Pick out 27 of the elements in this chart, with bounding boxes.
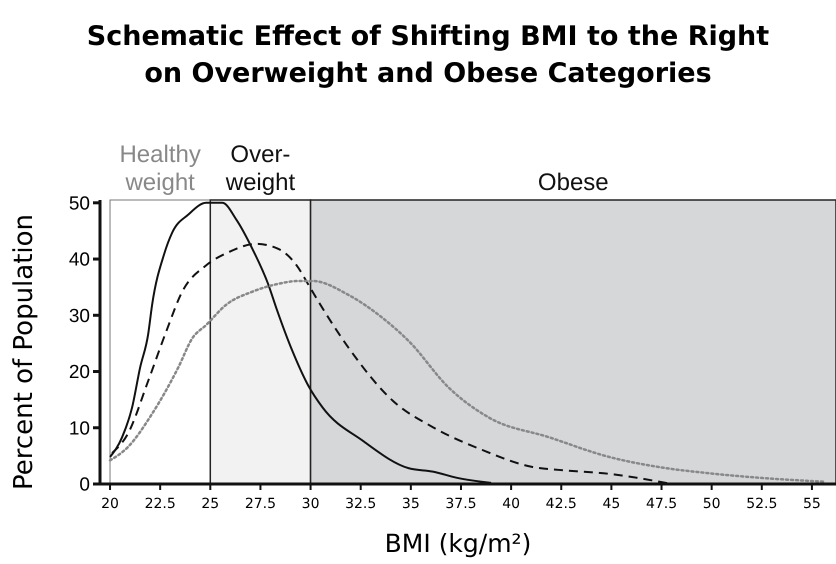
y-axis-title: Percent of Population [9,214,39,490]
y-tick-label: 50 [68,193,90,214]
y-tick-label: 40 [68,250,90,271]
x-tick-label: 32.5 [345,496,376,512]
band-label: Healthy weight [119,141,201,196]
band-label: Obese [538,169,609,196]
y-tick-label: 30 [68,306,90,327]
x-tick-label: 30 [302,496,320,512]
x-axis-title: BMI (kg/m²) [384,529,532,558]
chart-title: Schematic Effect of Shifting BMI to the Right on Overweight and Obese Categories [86,21,770,89]
x-tick-label: 25 [201,496,220,512]
x-tick-label: 22.5 [144,496,176,512]
x-tick-label: 47.5 [646,496,678,512]
x-tick-label: 40 [502,496,520,512]
x-tick-label: 27.5 [244,496,276,512]
x-tick-label: 55 [803,496,821,512]
x-tick-label: 45 [602,496,620,512]
x-tick-label: 42.5 [546,496,577,512]
x-tick-label: 37.5 [445,496,477,512]
x-tick-label: 52.5 [746,496,778,512]
x-tick-label: 20 [101,496,119,512]
y-tick-label: 20 [68,362,90,384]
y-tick-label: 0 [79,474,90,496]
y-tick-label: 10 [68,418,90,440]
x-tick-label: 35 [402,496,420,512]
band-label: Over- weight [224,141,296,196]
x-tick-label: 50 [702,496,721,512]
